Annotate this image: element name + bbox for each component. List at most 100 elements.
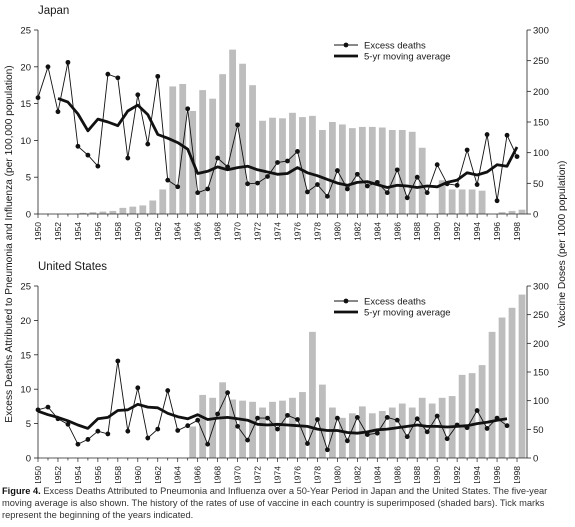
excess-deaths-point xyxy=(364,183,370,189)
vaccine-bar xyxy=(478,365,486,458)
excess-deaths-point xyxy=(504,132,510,138)
excess-deaths-point xyxy=(295,417,300,422)
excess-deaths-point xyxy=(55,109,61,115)
legend-marker-excess-deaths xyxy=(343,42,349,48)
excess-deaths-point xyxy=(404,195,410,201)
x-tick-label: 1994 xyxy=(472,222,482,241)
x-tick-label: 1952 xyxy=(53,222,63,241)
x-tick-label: 1954 xyxy=(73,466,83,483)
excess-deaths-point xyxy=(325,447,330,453)
x-tick-label: 1978 xyxy=(312,222,322,241)
vaccine-bar xyxy=(119,207,127,214)
excess-deaths-point xyxy=(205,441,211,447)
x-tick-label: 1984 xyxy=(372,222,382,241)
vaccine-bar xyxy=(159,189,167,214)
vaccine-bar xyxy=(149,200,157,214)
excess-deaths-point xyxy=(85,152,91,158)
excess-deaths-point xyxy=(424,429,430,435)
y-tick-label-right: 50 xyxy=(533,179,544,190)
excess-deaths-point xyxy=(245,181,250,187)
excess-deaths-point xyxy=(384,190,390,196)
excess-deaths-point xyxy=(504,423,510,429)
excess-deaths-point xyxy=(215,155,221,161)
excess-deaths-point xyxy=(315,182,320,187)
legend-label-excess-deaths: Excess deaths xyxy=(364,297,426,308)
y-tick-label-right: 250 xyxy=(533,56,549,67)
excess-deaths-point xyxy=(434,162,440,168)
vaccine-bar xyxy=(418,397,426,458)
y-tick-label-right: 300 xyxy=(533,282,549,293)
legend-label-moving-average: 5-yr moving average xyxy=(364,308,451,319)
vaccine-bar xyxy=(279,400,286,458)
y-tick-label-left: 10 xyxy=(20,385,31,396)
y-tick-label-right: 100 xyxy=(533,148,549,159)
vaccine-bar xyxy=(239,63,246,214)
x-tick-label: 1968 xyxy=(213,222,223,241)
vaccine-bar xyxy=(209,98,217,214)
excess-deaths-point xyxy=(394,417,400,423)
vaccine-bar xyxy=(368,413,376,458)
excess-deaths-point xyxy=(334,168,340,173)
y-tick-label-left: 10 xyxy=(20,136,31,147)
excess-deaths-point xyxy=(35,95,41,101)
vaccine-bar xyxy=(129,206,137,214)
x-tick-label: 1950 xyxy=(33,222,43,241)
excess-deaths-point xyxy=(255,180,260,186)
excess-deaths-point xyxy=(155,73,161,79)
excess-deaths-point xyxy=(185,423,191,429)
vaccine-bar xyxy=(488,331,496,458)
excess-deaths-point xyxy=(374,430,380,436)
y-tick-label-right: 100 xyxy=(533,396,549,407)
vaccine-bar xyxy=(319,384,326,458)
vaccine-bar xyxy=(458,374,466,458)
vaccine-bar xyxy=(259,120,266,214)
x-tick-label: 1976 xyxy=(292,466,302,483)
vaccine-bar xyxy=(338,417,346,458)
excess-deaths-point xyxy=(235,122,240,128)
excess-deaths-point xyxy=(285,412,290,418)
x-tick-label: 1994 xyxy=(472,466,482,483)
legend-label-moving-average: 5-yr moving average xyxy=(364,52,451,63)
vaccine-bar xyxy=(428,403,436,458)
vaccine-bar xyxy=(408,407,416,458)
y-tick-label-right: 50 xyxy=(533,425,544,436)
vaccine-bar xyxy=(378,127,386,214)
x-tick-label: 1968 xyxy=(213,466,223,483)
excess-deaths-point xyxy=(75,441,81,447)
excess-deaths-point xyxy=(354,171,360,177)
excess-deaths-point xyxy=(484,132,490,137)
x-tick-label: 1964 xyxy=(173,466,183,483)
excess-deaths-point xyxy=(65,421,71,427)
vaccine-bar xyxy=(448,189,456,214)
excess-deaths-point xyxy=(35,407,41,413)
vaccine-bar xyxy=(219,74,227,214)
vaccine-bar xyxy=(418,147,426,214)
x-tick-label: 1972 xyxy=(253,222,263,241)
vaccine-bar xyxy=(249,85,256,214)
excess-deaths-point xyxy=(155,426,161,432)
vaccine-bar xyxy=(458,189,466,214)
y-tick-label-left: 20 xyxy=(20,316,31,327)
excess-deaths-point xyxy=(494,415,500,421)
vaccine-bar xyxy=(518,209,526,214)
caption-body: The five-year moving average is also sho… xyxy=(2,486,548,520)
y-axis-title-left: Excess Deaths Attributed to Pneumonia an… xyxy=(4,65,15,422)
vaccine-bar xyxy=(109,210,117,214)
x-tick-label: 1978 xyxy=(312,466,322,483)
excess-deaths-point xyxy=(305,441,310,446)
excess-deaths-point xyxy=(225,390,231,396)
x-tick-label: 1980 xyxy=(332,466,342,483)
excess-deaths-point xyxy=(295,149,300,154)
x-tick-label: 1970 xyxy=(233,466,243,483)
excess-deaths-line xyxy=(37,360,508,452)
vaccine-bar xyxy=(348,128,356,214)
excess-deaths-point xyxy=(364,432,370,438)
excess-deaths-point xyxy=(245,437,250,443)
y-tick-label-right: 200 xyxy=(533,339,549,350)
x-tick-label: 1974 xyxy=(273,222,283,241)
excess-deaths-point xyxy=(374,179,380,185)
excess-deaths-point xyxy=(105,71,111,77)
vaccine-bar xyxy=(309,115,316,214)
excess-deaths-point xyxy=(444,436,450,442)
